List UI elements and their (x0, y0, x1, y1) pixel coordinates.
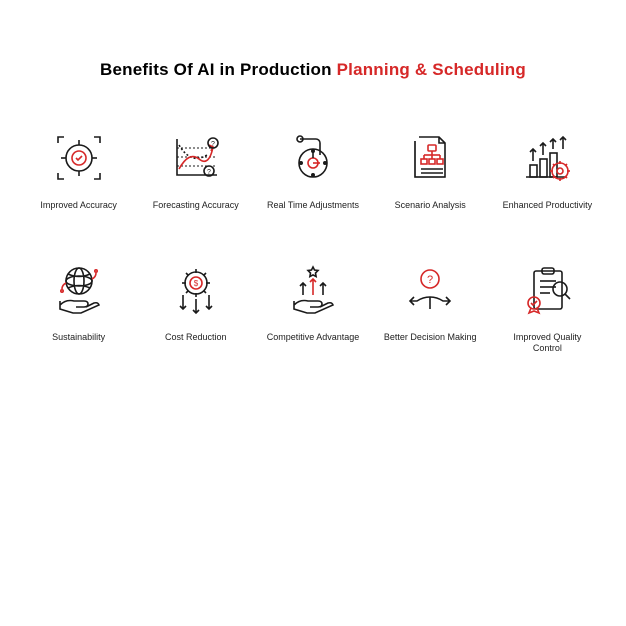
target-check-icon (51, 130, 107, 186)
label-quality-control: Improved Quality Control (499, 332, 596, 355)
stopwatch-icon (285, 130, 341, 186)
label-forecasting-accuracy: Forecasting Accuracy (153, 200, 239, 212)
page-title: Benefits Of AI in Production Planning & … (100, 60, 526, 80)
fork-arrows-question-icon: ? (402, 262, 458, 318)
cell-forecasting-accuracy: ? ? Forecasting Accuracy (147, 130, 244, 212)
chart-gear-arrows-icon (519, 130, 575, 186)
svg-text:?: ? (427, 274, 433, 286)
cell-realtime-adjustments: Real Time Adjustments (264, 130, 361, 212)
cell-sustainability: Sustainability (30, 262, 127, 355)
label-enhanced-productivity: Enhanced Productivity (503, 200, 593, 212)
label-sustainability: Sustainability (52, 332, 105, 344)
label-competitive-advantage: Competitive Advantage (267, 332, 360, 344)
gear-dollar-down-arrows-icon: $ (168, 262, 224, 318)
clipboard-magnifier-ribbon-icon (519, 262, 575, 318)
document-hierarchy-icon (402, 130, 458, 186)
cell-competitive-advantage: Competitive Advantage (264, 262, 361, 355)
label-better-decision: Better Decision Making (384, 332, 477, 344)
svg-text:$: $ (194, 279, 199, 288)
cell-quality-control: Improved Quality Control (499, 262, 596, 355)
cell-enhanced-productivity: Enhanced Productivity (499, 130, 596, 212)
icon-grid: Improved Accuracy ? ? Foreca (30, 130, 596, 355)
label-scenario-analysis: Scenario Analysis (395, 200, 466, 212)
title-part-black: Benefits Of AI in Production (100, 60, 337, 79)
label-improved-accuracy: Improved Accuracy (40, 200, 117, 212)
title-part-red: Planning & Scheduling (337, 60, 526, 79)
cell-better-decision: ? Better Decision Making (382, 262, 479, 355)
chart-trend-questions-icon: ? ? (168, 130, 224, 186)
label-realtime-adjustments: Real Time Adjustments (267, 200, 359, 212)
svg-text:?: ? (207, 169, 211, 176)
cell-improved-accuracy: Improved Accuracy (30, 130, 127, 212)
cell-scenario-analysis: Scenario Analysis (382, 130, 479, 212)
globe-hand-icon (51, 262, 107, 318)
svg-text:?: ? (211, 141, 215, 148)
cell-cost-reduction: $ Cost Reduction (147, 262, 244, 355)
label-cost-reduction: Cost Reduction (165, 332, 227, 344)
hand-arrows-star-icon (285, 262, 341, 318)
